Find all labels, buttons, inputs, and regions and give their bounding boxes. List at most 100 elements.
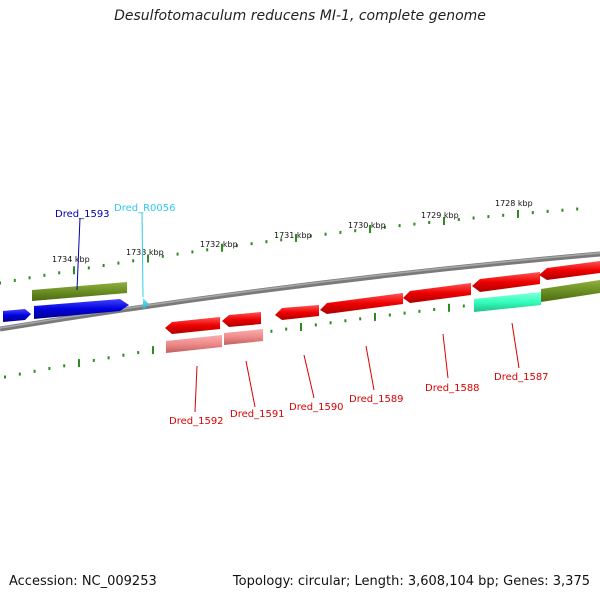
ruler-minor-tick (502, 213, 505, 217)
ruler-minor-tick (117, 261, 120, 265)
ruler-minor-tick (457, 218, 460, 221)
ruler-minor-tick (576, 207, 579, 211)
gene-arrow-dred-1591[interactable] (222, 312, 261, 327)
genome-title: Desulfotomaculum reducens MI-1, complete… (114, 8, 486, 24)
ruler-minor-tick (43, 273, 46, 277)
cds-bar-dred-1591[interactable] (224, 329, 263, 345)
gene-label-dred-1588[interactable]: Dred_1588 (425, 383, 480, 394)
ruler-minor-tick (28, 276, 31, 280)
ruler-minor-tick (433, 308, 436, 311)
ruler-minor-tick (546, 209, 549, 213)
ruler-minor-tick (309, 234, 312, 238)
ruler-minor-tick (132, 259, 135, 263)
leader-dred-1593 (76, 217, 81, 291)
ruler-ticks-upper (0, 207, 579, 285)
gene-label-dred-1593[interactable]: Dred_1593 (55, 209, 110, 220)
ruler-minor-tick (531, 211, 534, 215)
ruler-minor-tick (354, 229, 357, 233)
gene-label-dred-1591[interactable]: Dred_1591 (230, 409, 285, 420)
leader-dred-r0056 (141, 211, 144, 298)
gene-arrow-dred-1589[interactable] (320, 293, 403, 314)
ruler-minor-tick (265, 240, 268, 244)
ruler-minor-tick (324, 232, 327, 236)
cds-bar-dred-1593[interactable] (32, 282, 127, 301)
gene-label-dred-1592[interactable]: Dred_1592 (169, 416, 224, 427)
leader-dred-1588 (442, 333, 449, 379)
gene-arrow-teal[interactable] (474, 292, 541, 312)
ruler-minor-tick (102, 264, 105, 267)
ruler-minor-tick (344, 319, 347, 323)
leader-dred-1591 (245, 360, 256, 408)
ruler-minor-tick (398, 224, 401, 228)
leader-dred-1590 (303, 354, 315, 399)
ruler-minor-tick (107, 356, 110, 360)
cds-bar-dred-1587[interactable] (541, 280, 600, 302)
ruler-minor-tick (413, 222, 416, 226)
accession-text: Accession: NC_009253 (9, 574, 157, 589)
ruler-label: 1731 kbp (274, 231, 312, 240)
ruler-minor-tick (63, 364, 66, 368)
ruler-minor-tick (314, 323, 317, 327)
ruler-minor-tick (428, 221, 431, 224)
ruler-minor-tick (472, 216, 475, 220)
gene-arrow-blue-left[interactable] (3, 309, 31, 322)
ruler-minor-tick (339, 230, 342, 234)
ruler-major-tick (374, 312, 376, 321)
ruler-minor-tick (285, 327, 288, 331)
ruler-minor-tick (48, 367, 51, 370)
gene-arrow-dred-1588[interactable] (403, 283, 471, 303)
ruler-label: 1728 kbp (495, 199, 533, 208)
gene-label-dred-1587[interactable]: Dred_1587 (494, 372, 549, 383)
gene-arrow-dred-1587-upper[interactable] (539, 261, 600, 280)
gene-label-dred-1589[interactable]: Dred_1589 (349, 394, 404, 405)
ruler-minor-tick (58, 271, 61, 275)
ruler-minor-tick (191, 250, 194, 254)
ruler-minor-tick (13, 278, 16, 282)
ruler-label: 1729 kbp (421, 211, 459, 220)
ruler-minor-tick (250, 242, 253, 246)
ruler-major-tick (152, 346, 154, 355)
ruler-minor-tick (403, 311, 406, 315)
gene-arrow-dred-1588-upper[interactable] (472, 272, 540, 292)
ruler-minor-tick (388, 313, 391, 317)
ruler-minor-tick (487, 215, 490, 219)
gene-arrow-dred-1592[interactable] (165, 317, 220, 334)
ruler-major-tick (448, 303, 450, 312)
ruler-major-tick (147, 254, 149, 263)
ruler-major-tick (78, 359, 80, 368)
ruler-label: 1734 kbp (52, 255, 90, 264)
ruler-minor-tick (176, 252, 179, 256)
ruler-major-tick (369, 225, 371, 233)
gene-arrow-dred-1593[interactable] (34, 299, 129, 319)
ruler-minor-tick (418, 309, 421, 313)
cds-bar-dred-1592[interactable] (166, 335, 222, 353)
ruler-minor-tick (18, 372, 21, 376)
gene-label-dred-1590[interactable]: Dred_1590 (289, 402, 344, 413)
ruler-minor-tick (0, 281, 1, 285)
ruler-major-tick (73, 266, 75, 275)
ruler-major-tick (443, 217, 445, 225)
leader-dred-1592 (194, 365, 198, 413)
ruler-minor-tick (161, 254, 164, 258)
ruler-minor-tick (137, 351, 140, 355)
ruler-minor-tick (87, 266, 90, 270)
ruler-minor-tick (280, 238, 283, 242)
ruler-minor-tick (33, 369, 36, 373)
ruler-minor-tick (329, 321, 332, 325)
gene-arrow-dred-1590[interactable] (275, 305, 319, 320)
ruler-label: 1732 kbp (200, 240, 238, 249)
ruler-minor-tick (92, 358, 95, 362)
ruler-minor-tick (270, 329, 273, 333)
ruler-major-tick (300, 323, 302, 331)
ruler-minor-tick (561, 208, 564, 212)
ruler-minor-tick (383, 225, 386, 229)
ruler-minor-tick (206, 248, 209, 252)
gene-label-dred-r0056[interactable]: Dred_R0056 (114, 203, 176, 214)
ruler-minor-tick (4, 375, 6, 379)
ruler-minor-tick (122, 353, 125, 357)
gene-arrow-dred-r0056[interactable] (143, 298, 149, 310)
ruler-minor-tick (235, 244, 238, 248)
ruler-label: 1733 kbp (126, 248, 164, 257)
leader-dred-1587 (511, 322, 520, 369)
